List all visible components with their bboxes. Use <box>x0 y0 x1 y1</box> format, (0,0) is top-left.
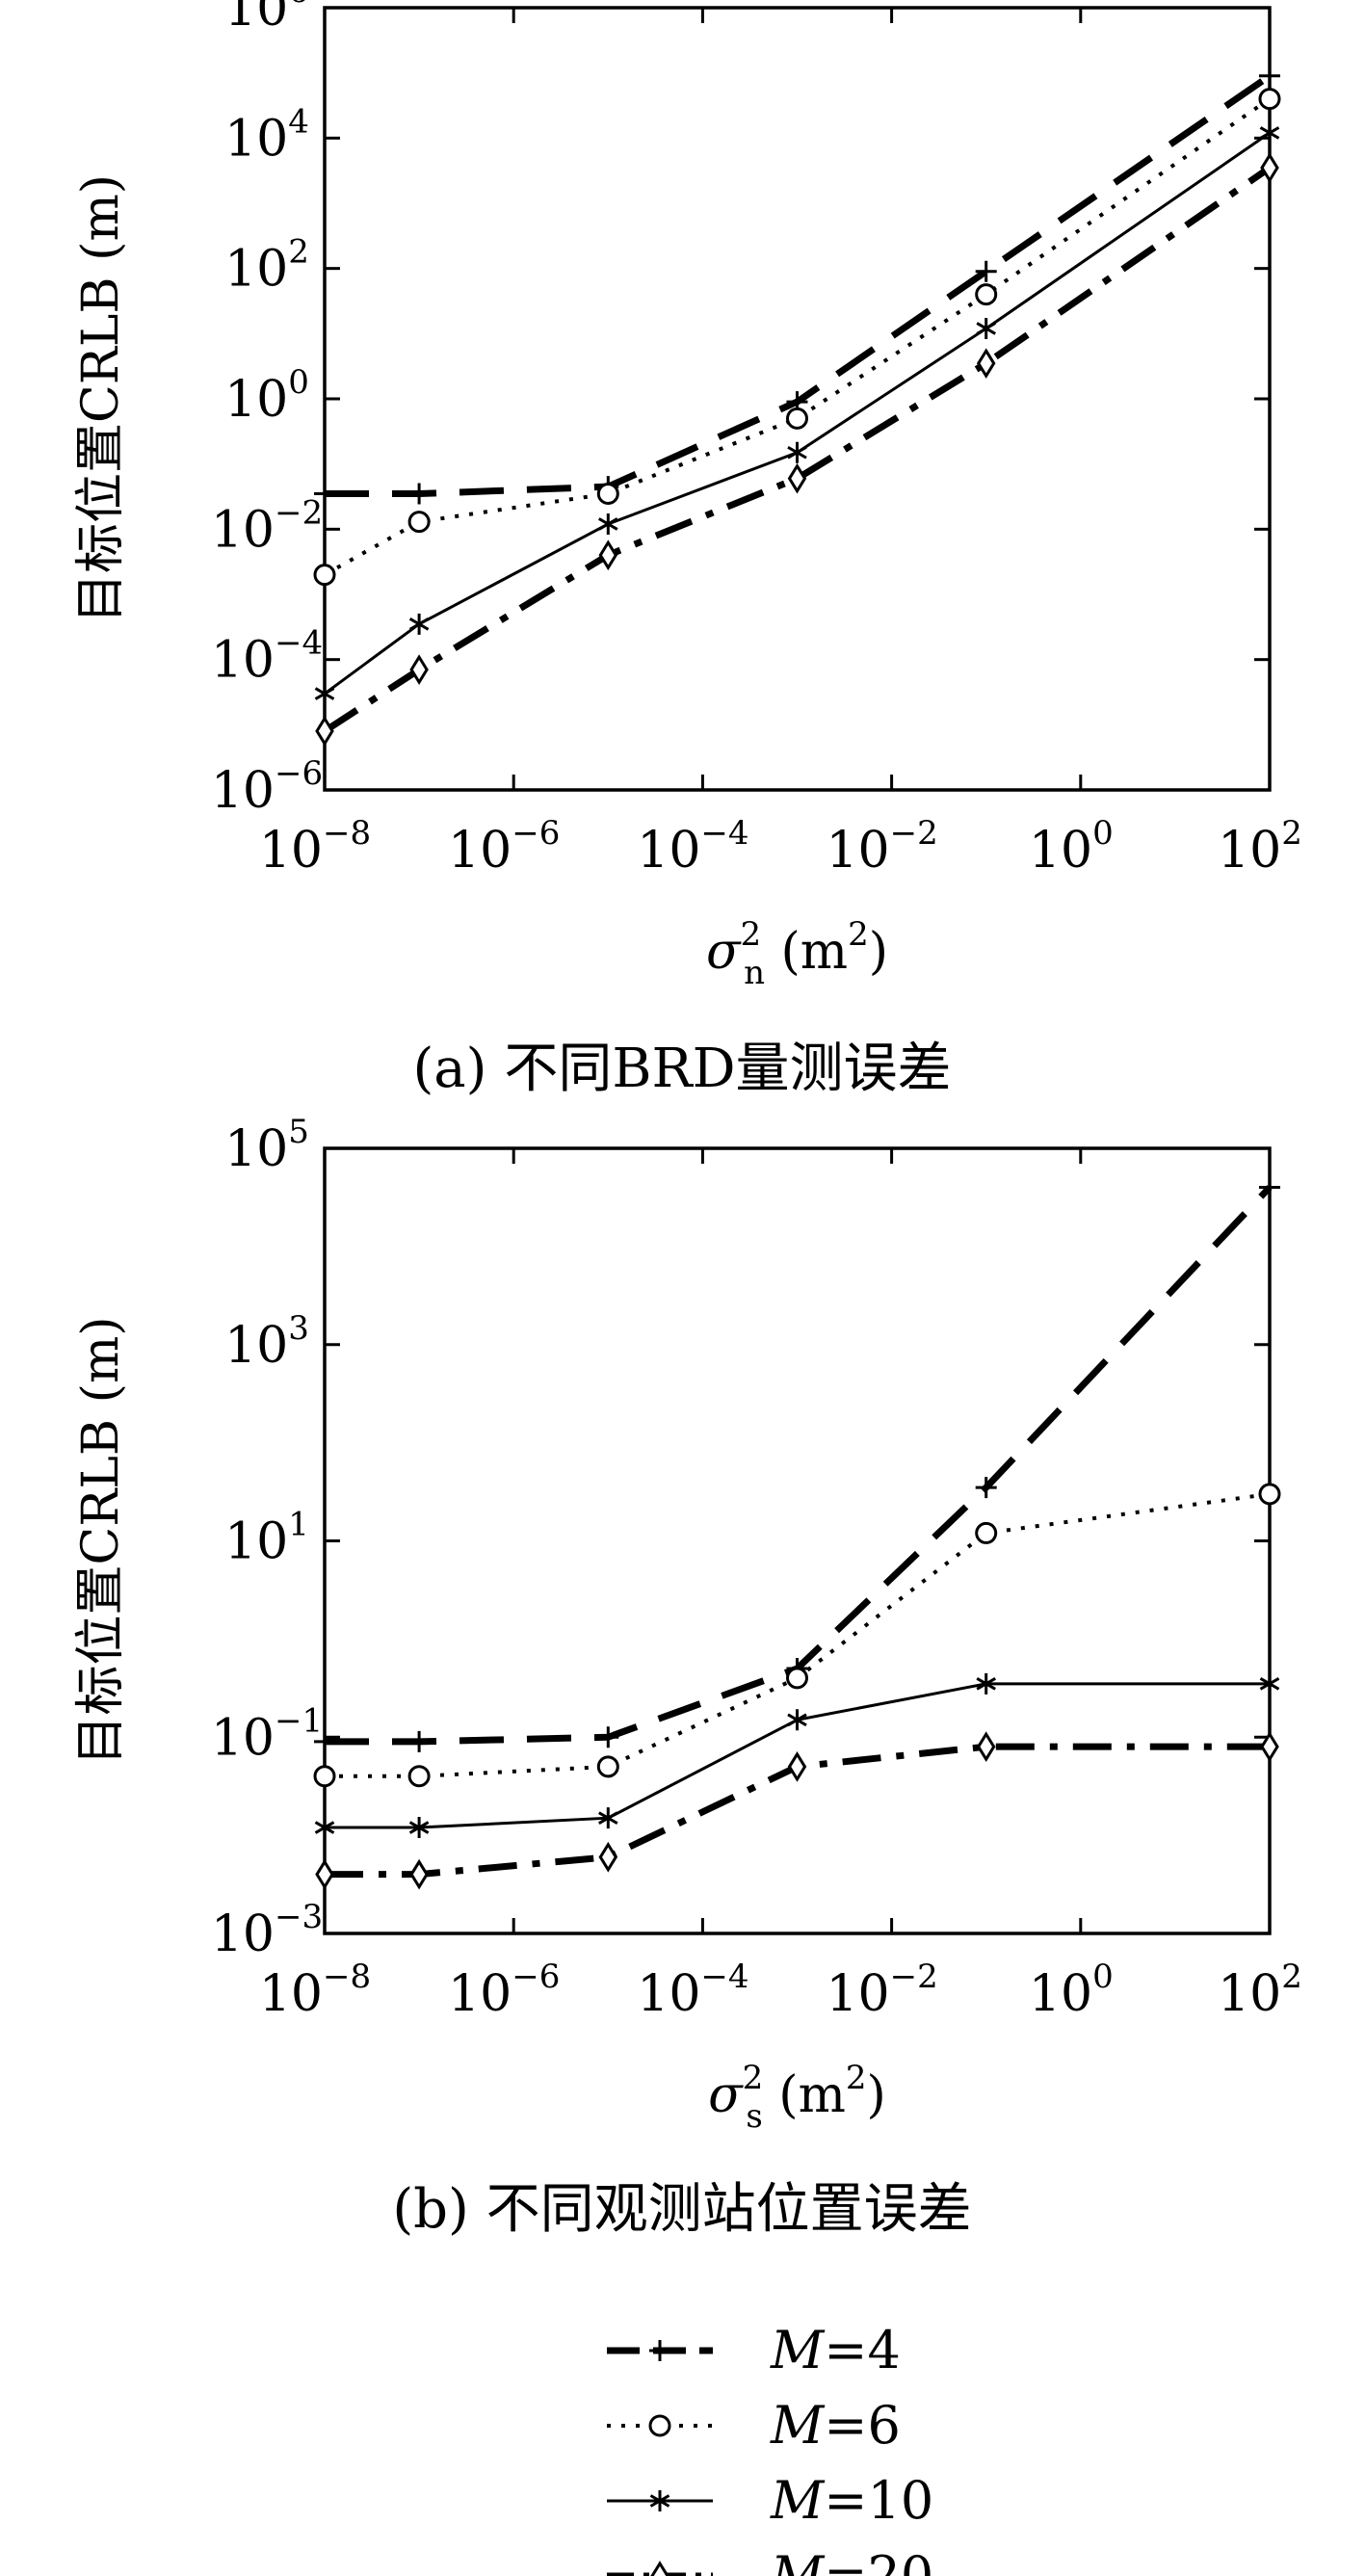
data-point-b-3 <box>976 1672 996 1695</box>
y-tick-label-b: 10−1 <box>211 1701 323 1767</box>
data-point-b-4 <box>1260 1731 1279 1762</box>
data-point-a-2 <box>313 564 336 587</box>
series-line-b-3 <box>325 1682 1270 1829</box>
data-point-a-3 <box>314 683 335 705</box>
data-point-b-1 <box>597 1726 619 1748</box>
legend-label-4: M=20 <box>770 2545 933 2576</box>
data-point-b-4 <box>409 1858 429 1890</box>
x-axis-label-b: σ2 s (m2) <box>708 2059 886 2136</box>
x-tick-label-a: 102 <box>1218 814 1302 880</box>
data-point-b-3 <box>408 1817 430 1839</box>
x-axis-label-a: σ2 n (m2) <box>706 915 888 992</box>
legend-marker-2 <box>648 2414 671 2437</box>
series-line-b-2 <box>325 1491 1271 1778</box>
legend: M=4 M=6 M=10 M=20 <box>607 2320 933 2576</box>
series-line-b-4 <box>325 1743 1270 1879</box>
series-line-a-3 <box>324 131 1271 696</box>
x-tick-label-a: 10−2 <box>826 814 937 880</box>
data-point-b-1 <box>1259 1176 1280 1198</box>
x-tick-label-a: 10−6 <box>448 814 560 880</box>
y-tick-label-a: 106 <box>224 0 309 38</box>
series-line-a-2 <box>324 96 1272 577</box>
data-point-a-1 <box>975 260 997 282</box>
x-tick-label-b: 10−4 <box>637 1958 748 2023</box>
y-tick-label-b: 105 <box>224 1113 309 1178</box>
y-tick-label-a: 10−6 <box>211 754 323 820</box>
legend-marker-4 <box>650 2561 669 2576</box>
data-point-a-1 <box>408 483 431 505</box>
series-line-a-4 <box>323 165 1272 734</box>
data-point-a-4 <box>1260 152 1279 184</box>
data-point-a-2 <box>975 283 998 306</box>
x-tick-label-b: 10−8 <box>259 1958 371 2023</box>
data-point-b-4 <box>315 1858 334 1890</box>
data-point-b-2 <box>1258 1483 1281 1506</box>
data-point-a-2 <box>407 511 431 534</box>
data-point-b-2 <box>596 1755 619 1778</box>
data-point-a-2 <box>1258 88 1281 111</box>
y-tick-label-a: 100 <box>224 363 309 429</box>
data-point-b-1 <box>408 1730 431 1752</box>
x-tick-label-a: 10−8 <box>259 814 371 880</box>
y-tick-label-a: 10−2 <box>211 493 323 559</box>
data-point-b-2 <box>313 1765 336 1788</box>
data-point-a-3 <box>976 317 996 339</box>
data-point-a-2 <box>786 407 808 430</box>
data-point-a-3 <box>1259 121 1280 144</box>
legend-label-1: M=4 <box>770 2320 901 2380</box>
y-tick-label-a: 104 <box>224 102 309 168</box>
data-point-a-3 <box>408 613 430 635</box>
legend-marker-1 <box>649 2340 670 2361</box>
caption-a: (a) 不同BRD量测误差 <box>412 1038 951 1100</box>
x-tick-label-b: 10−2 <box>826 1958 937 2023</box>
data-point-b-2 <box>786 1667 808 1690</box>
data-point-b-3 <box>314 1817 335 1839</box>
data-point-b-3 <box>598 1807 618 1829</box>
chart-panel-b: 10−8 10−6 10−4 10−2 100 102 10−3 10−1 101 103 105 σ… <box>72 1113 1302 2136</box>
caption-b: (b) 不同观测站位置误差 <box>392 2178 971 2241</box>
y-tick-label-b: 103 <box>224 1309 309 1375</box>
data-point-a-4 <box>409 654 429 686</box>
x-tick-label-a: 100 <box>1029 814 1114 880</box>
chart-panel-a: 10−8 10−6 10−4 10−2 100 10210−610−410−2100102… <box>72 0 1302 992</box>
data-point-a-3 <box>598 513 618 535</box>
data-point-b-2 <box>407 1765 431 1788</box>
data-point-b-1 <box>975 1477 997 1499</box>
data-point-a-4 <box>598 539 618 571</box>
y-tick-label-a: 10−4 <box>211 624 323 690</box>
data-point-a-4 <box>976 348 996 380</box>
data-point-a-2 <box>596 483 619 506</box>
y-tick-label-a: 102 <box>224 233 309 299</box>
legend-label-3: M=10 <box>770 2470 933 2531</box>
plot-frame-b <box>323 1146 1272 1935</box>
x-tick-label-b: 10−6 <box>448 1958 560 2023</box>
x-tick-label-a: 10−4 <box>637 814 748 880</box>
data-point-a-4 <box>315 716 334 747</box>
series-line-a-1 <box>325 72 1272 498</box>
data-point-a-3 <box>787 441 807 463</box>
y-axis-label-a: 目标位置CRLB (m) <box>72 174 130 623</box>
data-point-a-1 <box>314 483 335 505</box>
data-point-b-3 <box>1259 1672 1280 1695</box>
data-point-b-4 <box>787 1751 807 1782</box>
data-point-a-4 <box>787 462 807 494</box>
y-tick-label-b: 101 <box>224 1506 309 1571</box>
data-point-b-2 <box>975 1521 998 1544</box>
data-point-b-4 <box>976 1731 996 1762</box>
data-point-b-3 <box>787 1709 807 1731</box>
data-point-b-1 <box>314 1730 335 1752</box>
legend-label-2: M=6 <box>770 2395 901 2456</box>
data-point-a-1 <box>1259 65 1280 87</box>
x-tick-label-b: 100 <box>1029 1958 1114 2023</box>
series-line-b-1 <box>325 1185 1273 1746</box>
legend-marker-3 <box>649 2490 670 2511</box>
x-tick-label-b: 102 <box>1218 1958 1302 2023</box>
data-point-b-4 <box>598 1841 618 1873</box>
y-axis-label-b: 目标位置CRLB (m) <box>72 1316 130 1765</box>
y-tick-label-b: 10−3 <box>211 1898 323 1963</box>
